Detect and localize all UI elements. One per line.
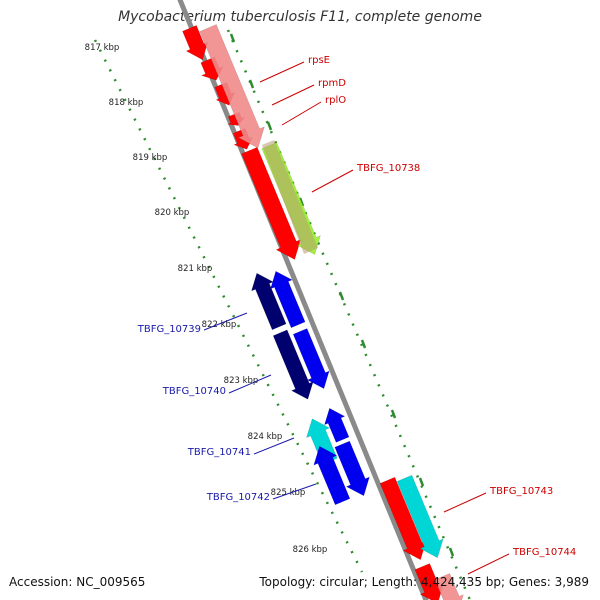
outer-ring-tick bbox=[266, 121, 273, 131]
map-title: Mycobacterium tuberculosis F11, complete… bbox=[118, 9, 482, 25]
gene-label-leader bbox=[228, 374, 272, 394]
gene-label-leader bbox=[311, 169, 354, 193]
gene-label[interactable]: TBFG_10743 bbox=[489, 486, 553, 497]
gene-label-leader bbox=[443, 492, 487, 513]
gene-arrow[interactable] bbox=[396, 474, 444, 559]
scale-tick-label: 818 kbp bbox=[109, 98, 144, 108]
gene-arrow[interactable] bbox=[414, 563, 444, 600]
gene-label[interactable]: TBFG_10741 bbox=[187, 447, 251, 458]
gene-label[interactable]: TBFG_10740 bbox=[162, 386, 226, 397]
gene-label[interactable]: rpmD bbox=[318, 78, 346, 89]
gene-arrow[interactable] bbox=[334, 440, 370, 497]
gene-label[interactable]: rpsE bbox=[308, 55, 330, 66]
gene-label[interactable]: TBFG_10742 bbox=[206, 492, 270, 503]
gene-arrow[interactable] bbox=[199, 24, 265, 149]
gene-label[interactable]: TBFG_10744 bbox=[512, 547, 576, 558]
scale-tick-label: 822 kbp bbox=[202, 320, 237, 330]
gene-label[interactable]: TBFG_10739 bbox=[137, 324, 201, 335]
scale-tick-label: 823 kbp bbox=[224, 376, 259, 386]
outer-ring-tick bbox=[390, 409, 397, 419]
gene-label[interactable]: TBFG_10738 bbox=[356, 163, 420, 174]
gene-arrow[interactable] bbox=[270, 270, 306, 329]
outer-ring-tick bbox=[338, 291, 345, 301]
outer-ring-tick bbox=[248, 79, 255, 89]
outer-ring-tick bbox=[360, 339, 367, 349]
gene-label[interactable]: rplO bbox=[325, 95, 346, 106]
outer-ring-tick bbox=[418, 477, 425, 487]
gene-overlap-shade bbox=[262, 140, 318, 254]
scale-tick-label: 821 kbp bbox=[178, 264, 213, 274]
gene-arrow[interactable] bbox=[379, 476, 427, 561]
genome-summary-text: Topology: circular; Length: 4,424,435 bp… bbox=[259, 575, 589, 589]
gene-arrow[interactable] bbox=[324, 407, 350, 443]
gene-arrow[interactable] bbox=[251, 272, 287, 331]
gene-arrow[interactable] bbox=[292, 328, 330, 390]
gene-arrow[interactable] bbox=[313, 445, 351, 506]
scale-tick-label: 820 kbp bbox=[155, 208, 190, 218]
gene-arrow[interactable] bbox=[272, 329, 314, 400]
gene-label-leader bbox=[272, 483, 317, 500]
gene-label-leader bbox=[259, 61, 305, 83]
outer-ring-tick bbox=[229, 33, 236, 43]
gene-label-leader bbox=[271, 84, 315, 106]
scale-tick-label: 826 kbp bbox=[293, 545, 328, 555]
gene-arrow[interactable] bbox=[241, 146, 302, 260]
gene-label-leader bbox=[203, 312, 248, 331]
gene-arrow[interactable] bbox=[434, 573, 464, 600]
outer-ring-tick bbox=[448, 547, 455, 557]
scale-tick-label: 819 kbp bbox=[133, 153, 168, 163]
scale-tick-label: 817 kbp bbox=[85, 43, 120, 53]
scale-tick-label: 824 kbp bbox=[248, 432, 283, 442]
spacer bbox=[405, 515, 419, 527]
inner-scale-ring bbox=[93, 39, 364, 573]
gene-arrow[interactable] bbox=[182, 25, 209, 61]
scale-tick-label: 825 kbp bbox=[271, 488, 306, 498]
gene-label-leader bbox=[467, 553, 510, 575]
gene-label-leader bbox=[281, 101, 322, 126]
accession-text: Accession: NC_009565 bbox=[9, 575, 146, 589]
outer-dotted-ring bbox=[226, 29, 472, 600]
gene-label-leader bbox=[253, 437, 295, 455]
